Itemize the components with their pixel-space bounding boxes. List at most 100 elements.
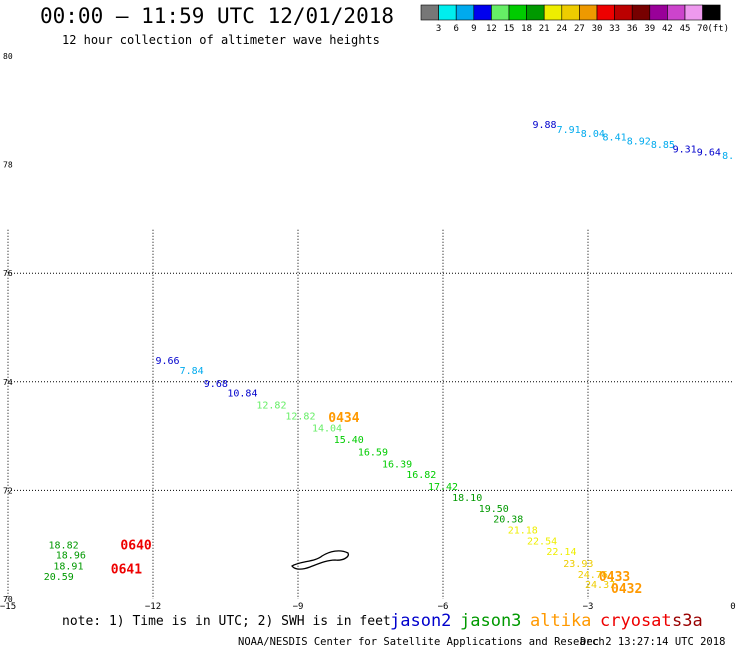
wave-height-label: 8.41 [603,132,627,143]
color-swatch [455,4,475,21]
color-swatch [702,4,721,21]
wave-height-label: 9.68 [204,379,228,390]
wave-height-label: 8. [722,151,734,162]
footer-credit: NOAA/NESDIS Center for Satellite Applica… [238,636,605,648]
wave-height-label: 18.96 [56,550,86,561]
color-scale-label: 70 [697,24,708,34]
y-tick-label: 76 [3,269,13,278]
satellite-legend: jason2 jason3 altika cryosat s3a [390,611,703,631]
x-tick-label: −6 [438,602,449,612]
coastline-outline [291,550,349,570]
wave-height-label: 18.10 [452,493,482,504]
wave-height-label: 18.82 [49,541,79,552]
wave-height-label: 7.84 [180,366,204,377]
color-scale-label: 21 [539,24,550,34]
wave-height-label: 20.38 [493,515,523,526]
y-tick-label: 80 [3,52,13,61]
wave-height-label: 12.82 [256,401,286,412]
wave-height-label: 18.91 [53,561,83,572]
wave-height-label: 7.91 [557,125,581,136]
x-tick-label: −3 [583,602,594,612]
wave-height-label: 22.54 [527,536,557,547]
wave-height-label: 17.42 [428,482,458,493]
axis-tick-labels: −15 −12 −9 −6 −3 0 70 72 74 76 78 80 [0,52,736,612]
legend-s3a: s3a [672,611,703,631]
color-scale-label: 12 [486,24,497,34]
wave-height-label: 21.18 [508,525,538,536]
footer-note: note: 1) Time is in UTC; 2) SWH is in fe… [62,614,391,629]
wave-height-labels: 9.88 7.91 8.048.41 8.92 8.859.31 9.64 8. 9.667.… [44,120,734,591]
map-grid [7,229,733,599]
color-swatch [596,4,615,21]
wave-height-label: 8.92 [627,137,651,148]
color-swatch [526,4,545,21]
wave-height-label: 15.40 [334,435,364,446]
chart-footer: note: 1) Time is in UTC; 2) SWH is in fe… [62,614,725,648]
wave-height-label: 16.39 [382,459,412,470]
color-scale-bar: 3 6 9 12 15 18 21 24 27 30 33 36 39 42 45 70 (ft) [420,4,729,34]
wave-height-label: 24.37 [585,580,615,591]
color-swatch [543,4,563,21]
color-swatch [508,4,527,21]
wave-height-label: 23.93 [563,559,593,570]
color-scale-label: 27 [574,24,585,34]
color-swatch [614,4,633,21]
wave-height-label: 9.66 [155,356,179,367]
wave-height-label: 9.31 [673,144,697,155]
color-scale-label: 24 [556,24,567,34]
color-scale-label: 6 [453,24,458,34]
wave-height-label: 16.82 [406,470,436,481]
pass-time-label: 0641 [111,563,142,578]
wave-height-label: 22.14 [546,547,576,558]
legend-cryosat: cryosat [600,611,672,631]
color-swatch [561,4,580,21]
color-swatch [579,4,598,21]
color-swatch [631,4,651,21]
legend-jason2: jason2 [390,611,451,631]
chart-title: 00:00 – 11:59 UTC 12/01/2018 [40,4,395,28]
chart-subtitle: 12 hour collection of altimeter wave hei… [62,33,380,47]
wave-height-label: 8.85 [651,140,675,151]
color-scale-label: 33 [609,24,620,34]
wave-height-label: 19.50 [479,504,509,515]
x-tick-label: 0 [730,602,735,612]
color-swatch [438,4,457,21]
legend-altika: altika [530,611,591,631]
wave-height-label: 9.64 [697,148,721,159]
color-swatch [420,4,439,21]
color-scale-label: 36 [627,24,638,34]
color-swatch [667,4,686,21]
wave-height-label: 14.04 [312,423,342,434]
color-scale-label: 18 [521,24,532,34]
x-tick-label: −15 [0,602,16,612]
y-tick-label: 74 [3,378,13,387]
footer-timestamp: Dec 2 13:27:14 UTC 2018 [580,636,725,648]
color-scale-label: 39 [644,24,655,34]
y-tick-label: 78 [3,161,13,170]
wave-height-label: 24.76 [578,570,608,581]
wave-height-label: 9.88 [532,120,556,131]
wave-height-label: 12.82 [285,411,315,422]
x-tick-label: −12 [145,602,161,612]
color-scale-label: 45 [680,24,691,34]
color-scale-label: 3 [436,24,441,34]
color-swatch [649,4,668,21]
x-tick-label: −9 [293,602,304,612]
color-scale-label: 15 [504,24,515,34]
color-scale-label: 42 [662,24,673,34]
color-scale-label: (ft) [707,24,729,34]
color-swatch [684,4,703,21]
color-scale-label: 30 [592,24,603,34]
wave-height-label: 16.59 [358,447,388,458]
legend-jason3: jason3 [460,611,521,631]
y-tick-label: 70 [3,595,13,604]
pass-time-label: 0640 [120,539,151,554]
color-swatch [473,4,492,21]
pass-time-label: 0434 [328,411,359,426]
y-tick-label: 72 [3,486,13,495]
pass-time-label: 0433 [599,570,630,585]
wave-height-label: 10.84 [227,389,257,400]
wave-height-label: 8.04 [581,129,605,140]
